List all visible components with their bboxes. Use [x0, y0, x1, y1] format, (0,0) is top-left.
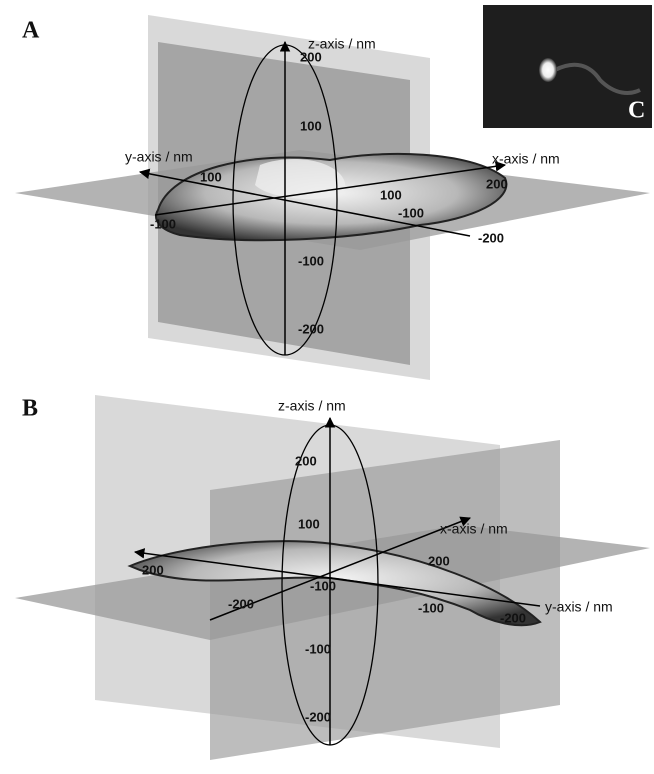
tick-label: -200: [305, 709, 331, 724]
axis-title: x-axis / nm: [492, 151, 560, 167]
tick-label: -200: [500, 610, 526, 625]
bright-spot: [539, 58, 557, 82]
panel-label: A: [22, 18, 40, 44]
tick-label: 100: [200, 169, 222, 184]
panel-b: B z-axis / nm x-axis / nm y-axis / nm 20…: [15, 395, 650, 760]
figure: A z-axis / nm y-axis / nm x-axis / nm 20…: [0, 0, 654, 774]
tick-label: 200: [295, 453, 317, 468]
tick-label: -100: [418, 600, 444, 615]
tick-label: -200: [228, 596, 254, 611]
tick-label: -100: [298, 253, 324, 268]
panel-label: B: [22, 396, 38, 422]
tick-label: -100: [305, 641, 331, 656]
axis-title: y-axis / nm: [545, 599, 613, 615]
tick-label: 100: [380, 187, 402, 202]
tick-label: 200: [486, 176, 508, 191]
tick-label: -100: [310, 578, 336, 593]
tick-label: -100: [150, 216, 176, 231]
tick-label: 100: [298, 516, 320, 531]
axis-title: z-axis / nm: [278, 398, 346, 414]
panel-label: C: [628, 98, 645, 124]
inset-c: C: [483, 5, 652, 128]
tick-label: -200: [478, 230, 504, 245]
tick-label: 200: [428, 553, 450, 568]
tick-label: 200: [142, 562, 164, 577]
tick-label: 200: [300, 49, 322, 64]
axis-title: x-axis / nm: [440, 521, 508, 537]
tick-label: -100: [398, 205, 424, 220]
tick-label: 100: [300, 118, 322, 133]
tick-label: -200: [298, 321, 324, 336]
axis-title: y-axis / nm: [125, 149, 193, 165]
